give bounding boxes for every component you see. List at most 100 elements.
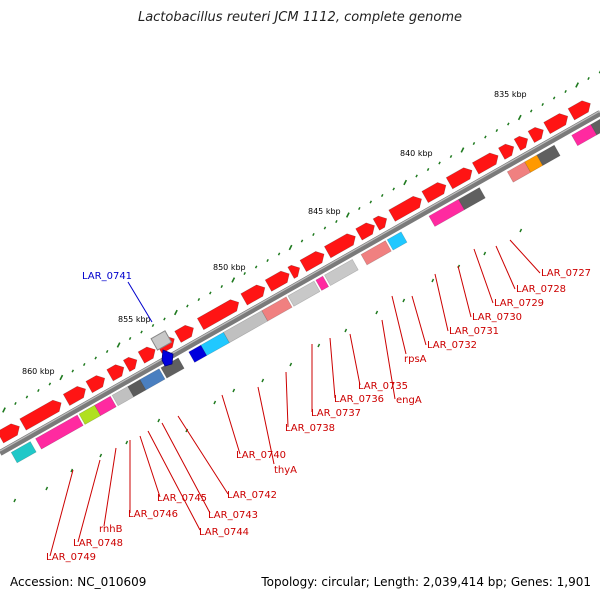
gene-arrow-forward[interactable] — [471, 150, 501, 175]
leader-line — [139, 435, 161, 498]
scale-label-840: 840 kbp — [400, 149, 433, 158]
gene-label-rnhB[interactable]: rnhB — [99, 524, 123, 535]
gene-label-LAR_0737[interactable]: LAR_0737 — [311, 408, 361, 419]
scale-tick — [472, 141, 476, 146]
gene-arrow-forward[interactable] — [421, 180, 449, 204]
gene-arrow-forward[interactable] — [513, 133, 531, 151]
gene-label-LAR_0732[interactable]: LAR_0732 — [427, 340, 477, 351]
gene-label-LAR_0741[interactable]: LAR_0741 — [82, 271, 132, 282]
gene-block[interactable] — [428, 198, 465, 227]
gene-label-LAR_0735[interactable]: LAR_0735 — [358, 381, 408, 392]
scale-tick — [2, 407, 6, 413]
gene-label-LAR_0742[interactable]: LAR_0742 — [227, 490, 277, 501]
gene-block[interactable] — [458, 187, 486, 211]
genome-backbone — [0, 110, 600, 456]
gene-block[interactable] — [10, 441, 37, 464]
scale-tick — [431, 278, 435, 283]
gene-block[interactable] — [536, 144, 561, 166]
gene-label-LAR_0748[interactable]: LAR_0748 — [73, 538, 123, 549]
gene-arrow-forward[interactable] — [264, 268, 292, 292]
gene-arrow-forward[interactable] — [543, 111, 571, 135]
gene-arrow-forward[interactable] — [287, 262, 303, 279]
gene-arrow-forward[interactable] — [372, 213, 390, 231]
scale-tick — [151, 323, 155, 328]
leader-line — [381, 319, 396, 400]
leader-line — [285, 371, 289, 428]
leader-line — [329, 337, 336, 399]
gene-block[interactable] — [590, 116, 600, 136]
leader-line — [495, 245, 516, 290]
gene-arrow-forward[interactable] — [323, 231, 358, 259]
gene-label-LAR_0730[interactable]: LAR_0730 — [472, 312, 522, 323]
scale-tick — [71, 369, 75, 373]
gene-label-LAR_0728[interactable]: LAR_0728 — [516, 284, 566, 295]
gene-arrow-forward[interactable] — [85, 373, 108, 394]
gene-arrow-forward[interactable] — [240, 282, 268, 306]
scale-tick — [575, 82, 579, 88]
gene-label-LAR_0746[interactable]: LAR_0746 — [128, 509, 178, 520]
gene-block[interactable] — [139, 368, 166, 391]
gene-block[interactable] — [324, 258, 359, 287]
gene-arrow-forward[interactable] — [567, 98, 594, 121]
gene-block[interactable] — [261, 296, 293, 322]
gene-label-LAR_0731[interactable]: LAR_0731 — [449, 326, 499, 337]
scale-tick — [317, 343, 321, 348]
gene-arrow-forward[interactable] — [174, 322, 197, 343]
gene-label-thyA[interactable]: thyA — [274, 465, 297, 476]
scale-dots — [2, 70, 600, 503]
map-title: Lactobacillus reuteri JCM 1112, complete… — [137, 10, 463, 25]
gene-arrow-forward[interactable] — [106, 362, 127, 382]
scale-tick — [186, 304, 189, 308]
gene-arrow-forward[interactable] — [122, 354, 140, 372]
gene-block[interactable] — [386, 231, 408, 251]
scale-tick — [380, 193, 384, 198]
gene-label-engA[interactable]: engA — [396, 395, 422, 406]
leader-line — [257, 386, 275, 465]
gene-label-rpsA[interactable]: rpsA — [404, 354, 427, 365]
gene-label-LAR_0736[interactable]: LAR_0736 — [334, 394, 384, 405]
gene-label-LAR_0743[interactable]: LAR_0743 — [208, 510, 258, 521]
leader-line — [221, 394, 241, 455]
gene-arrow-forward[interactable] — [196, 297, 242, 331]
gene-label-LAR_0740[interactable]: LAR_0740 — [236, 450, 286, 461]
gene-label-LAR_0744[interactable]: LAR_0744 — [199, 527, 249, 538]
scale-label-855: 855 kbp — [118, 315, 151, 324]
scale-tick — [587, 76, 590, 81]
leader-line — [457, 265, 472, 318]
gene-arrow-forward[interactable] — [299, 248, 327, 273]
gene-arrow-forward[interactable] — [498, 141, 517, 160]
scale-tick — [163, 317, 166, 321]
gene-arrow-forward[interactable] — [0, 421, 23, 444]
gene-label-LAR_0727[interactable]: LAR_0727 — [541, 268, 591, 279]
gene-label-LAR_0749[interactable]: LAR_0749 — [46, 552, 96, 563]
gene-label-LAR_0745[interactable]: LAR_0745 — [157, 493, 207, 504]
gene-arrow-forward[interactable] — [19, 397, 65, 431]
gene-block[interactable] — [287, 280, 321, 307]
scale-tick — [277, 252, 281, 256]
gene-block[interactable] — [35, 414, 84, 450]
gene-block[interactable] — [94, 395, 117, 417]
scale-tick — [335, 219, 338, 224]
leader-line — [103, 447, 117, 527]
gene-arrow-forward[interactable] — [388, 193, 425, 222]
scale-tick — [125, 440, 129, 445]
scale-tick — [403, 179, 408, 186]
scale-tick — [37, 388, 40, 393]
gene-block[interactable] — [315, 275, 330, 291]
scale-tick — [254, 265, 258, 269]
gene-label-LAR_0738[interactable]: LAR_0738 — [285, 423, 335, 434]
gene-arrow-forward[interactable] — [62, 383, 89, 406]
gene-arrow-forward[interactable] — [527, 124, 547, 143]
scale-tick — [369, 200, 373, 204]
gene-block[interactable] — [360, 240, 392, 266]
scale-tick — [344, 328, 348, 333]
scale-tick — [517, 114, 522, 121]
leader-line — [177, 415, 229, 495]
scale-tick — [99, 453, 103, 458]
scale-tick — [45, 486, 49, 491]
gene-arrow-forward[interactable] — [355, 220, 378, 241]
gene-arrow-forward[interactable] — [445, 165, 475, 190]
gene-arrow-forward[interactable] — [137, 344, 158, 364]
gene-LAR_0741[interactable] — [150, 330, 174, 367]
gene-label-LAR_0729[interactable]: LAR_0729 — [494, 298, 544, 309]
